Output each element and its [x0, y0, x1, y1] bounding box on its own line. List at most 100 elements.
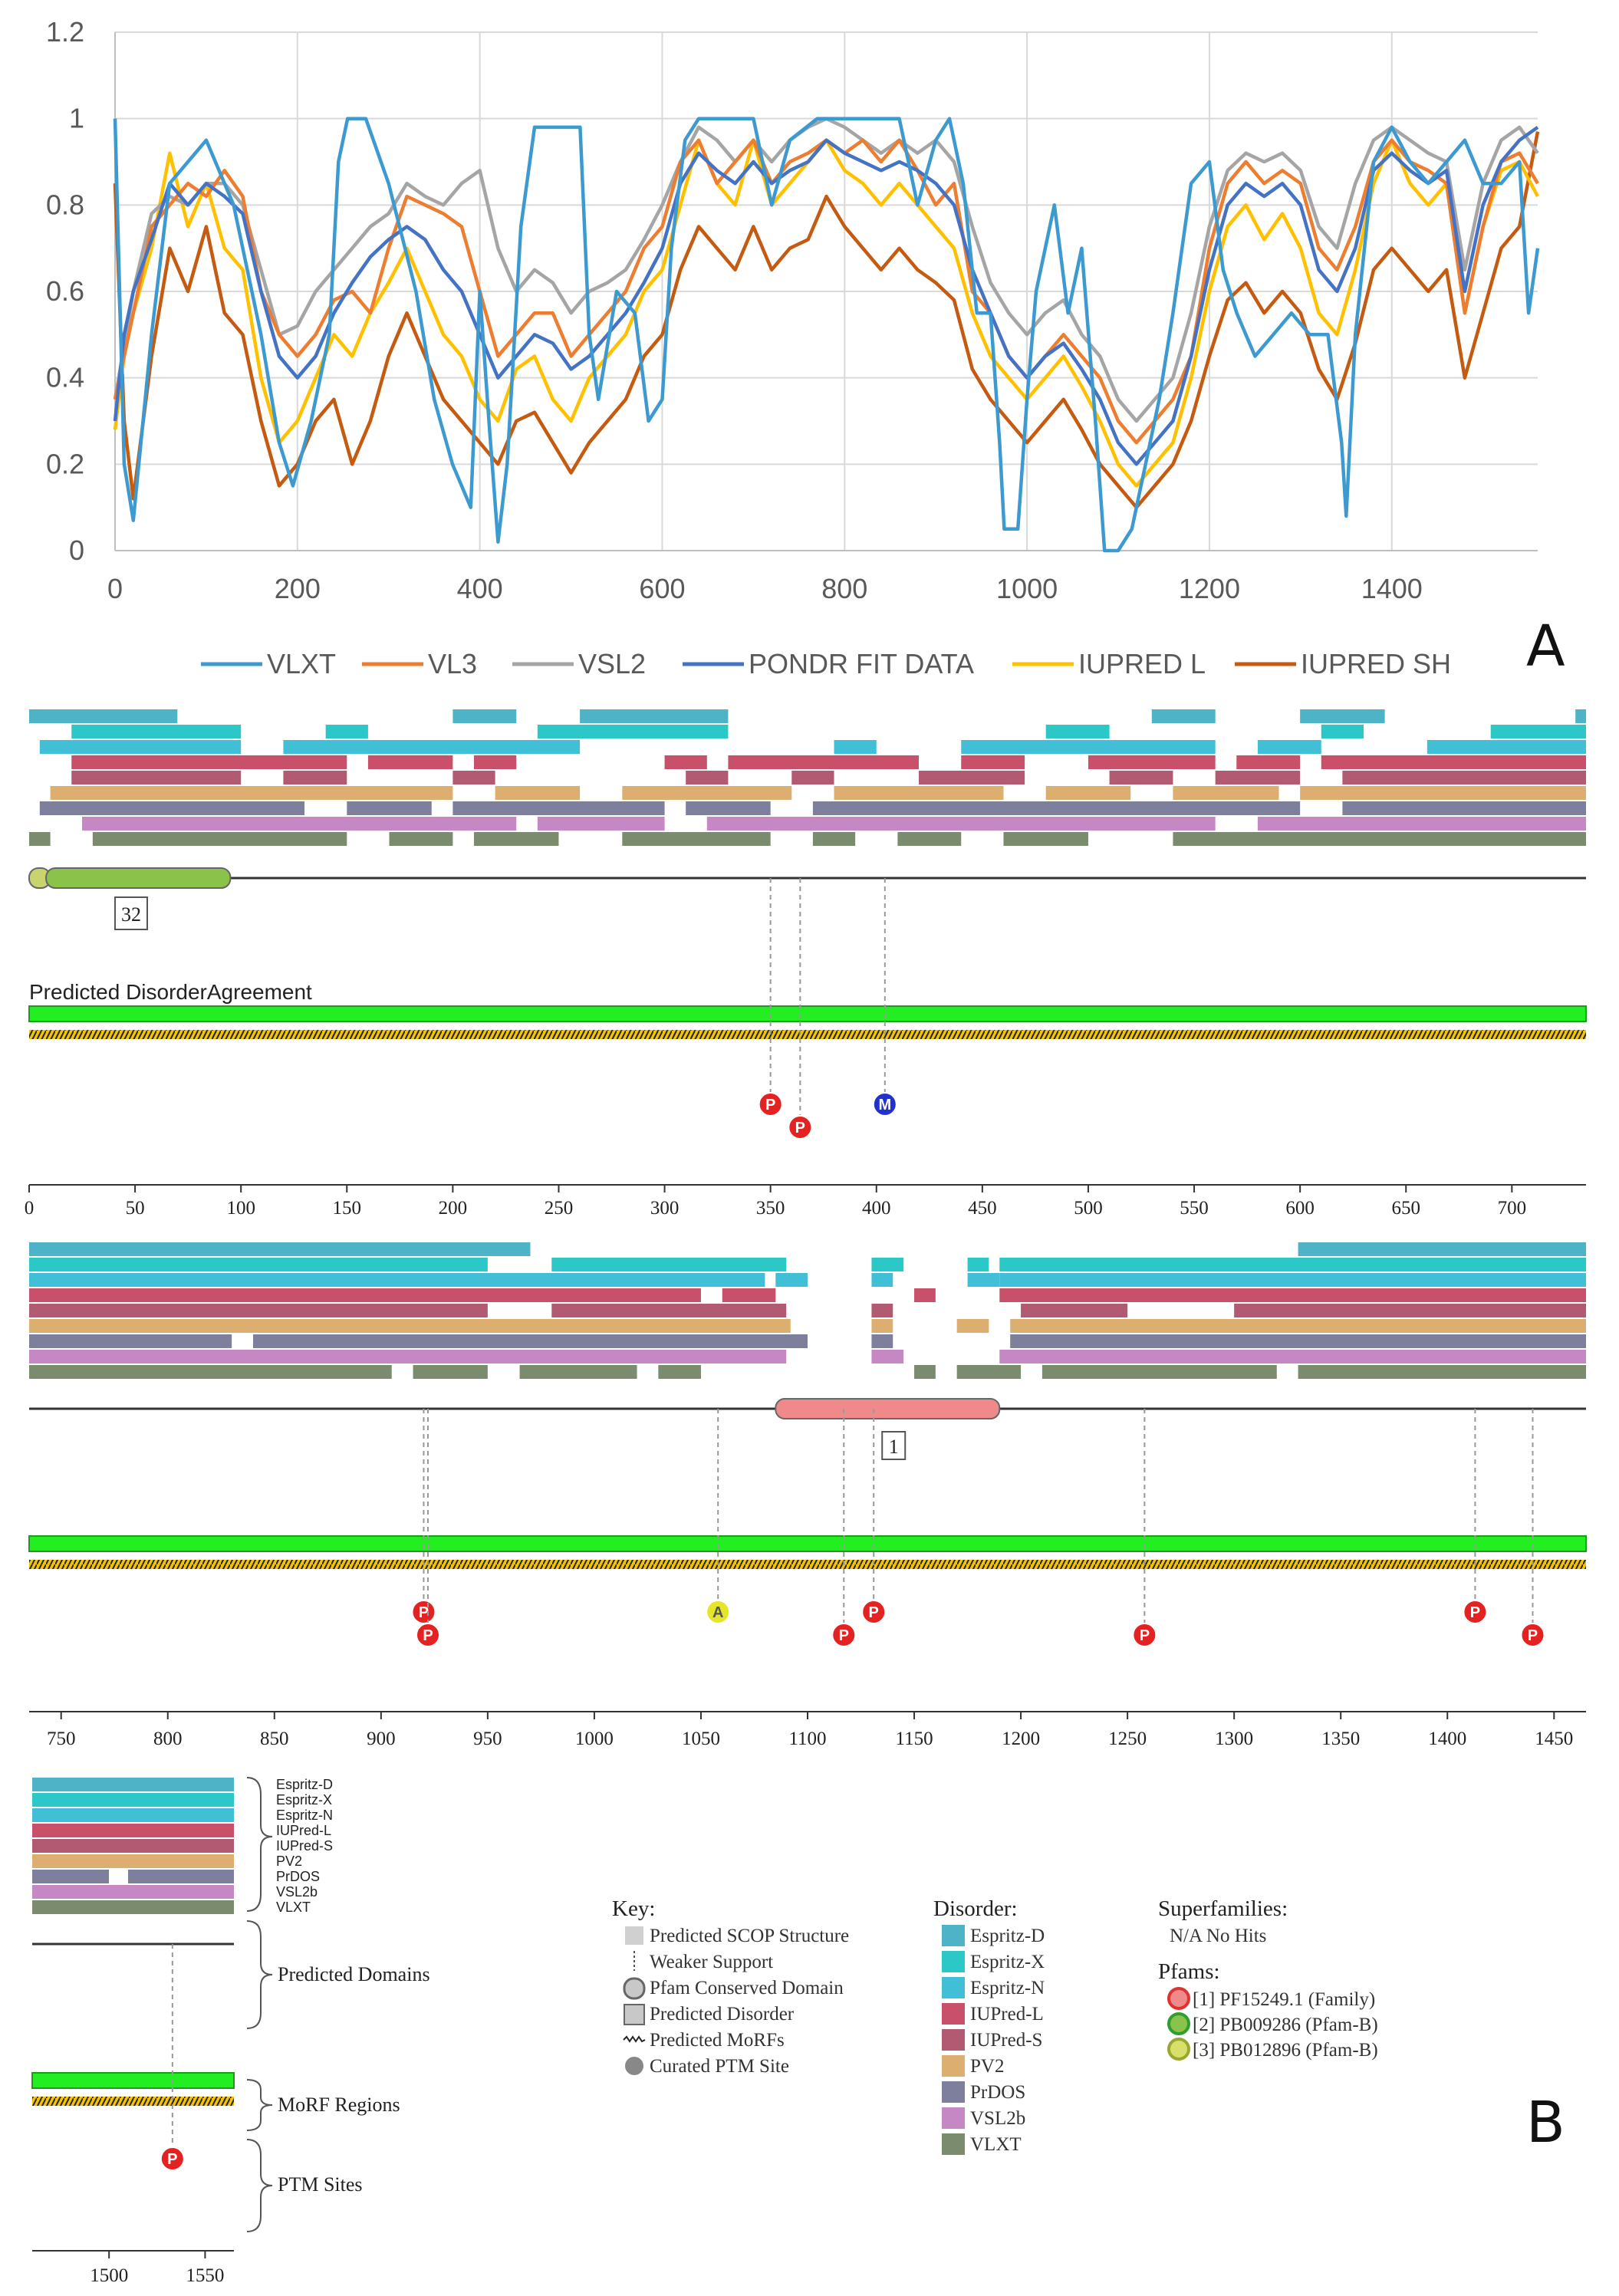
axis-tick-label: 1450	[1535, 1729, 1573, 1749]
disorder-bar-vlxt	[812, 832, 856, 846]
x-tick-label: 400	[457, 573, 503, 604]
disorder-bar-vlxt	[1298, 1365, 1586, 1379]
x-tick-label: 1000	[996, 573, 1058, 604]
morf-strip	[29, 1560, 1586, 1569]
ptm-site-label: P	[167, 2151, 177, 2168]
x-tick-label: 0	[107, 573, 123, 604]
disorder-bar-espritz-x	[1045, 725, 1110, 738]
disorder-legend-swatch	[942, 1925, 965, 1946]
pfam-legend-swatch	[1167, 1987, 1190, 2010]
y-tick-label: 0	[69, 535, 84, 566]
disorder-bar-espritz-n	[1426, 740, 1586, 754]
axis-tick-label: 100	[226, 1198, 255, 1219]
disorder-bar-prdos	[452, 801, 665, 815]
disorder-bar-vsl2b	[999, 1350, 1586, 1363]
disorder-bar-prdos	[871, 1334, 893, 1348]
disorder-bar-espritz-n	[29, 1273, 765, 1287]
pfam-label: 1	[889, 1436, 899, 1458]
disorder-legend-label: IUPred-L	[970, 2004, 1044, 2025]
disorder-bar-iupred-s	[1342, 771, 1586, 785]
disorder-legend-swatch	[942, 2107, 965, 2129]
disorder-legend-swatch	[942, 1977, 965, 1998]
predictor-name: VLXT	[276, 1900, 311, 1915]
ptm-site	[1520, 1623, 1545, 1647]
key-icon-ptm	[625, 2057, 643, 2075]
x-tick-label: 200	[275, 573, 321, 604]
disorder-bar-espritz-n	[283, 740, 581, 754]
disorder-legend-label: PrDOS	[970, 2082, 1025, 2103]
axis-tick-label: 1300	[1215, 1729, 1253, 1749]
disorder-bar-espritz-n	[1257, 740, 1321, 754]
key-item: Weaker Support	[650, 1952, 773, 1972]
disorder-bar-iupred-s	[686, 771, 729, 785]
ptm-site	[1132, 1623, 1157, 1647]
disorder-bar-vlxt	[1173, 832, 1586, 846]
ptm-site	[861, 1600, 887, 1624]
predictor-name: PV2	[276, 1854, 302, 1869]
disorder-bar-iupred-l	[367, 755, 453, 769]
legend-label: VL3	[428, 648, 477, 679]
disorder-legend-label: Espritz-X	[970, 1952, 1045, 1972]
disorder-bar-vsl2b	[32, 1885, 234, 1899]
pfams-title: Pfams:	[1158, 1959, 1220, 1984]
disorder-legend-label: VLXT	[970, 2134, 1022, 2155]
axis-tick-label: 50	[126, 1198, 145, 1219]
pfam-legend-swatch	[1167, 2038, 1190, 2061]
disorder-bar-pv2	[495, 786, 581, 800]
y-tick-label: 0.4	[46, 362, 84, 393]
key-icon-morf	[623, 2035, 646, 2043]
disorder-bar-espritz-x	[325, 725, 368, 738]
disorder-bar-iupred-l	[664, 755, 707, 769]
disorder-bar-pv2	[1173, 786, 1279, 800]
key-icon-disorder	[624, 2004, 645, 2025]
disorder-bar-pv2	[1045, 786, 1131, 800]
disorder-bar-vlxt	[956, 1365, 1022, 1379]
disorder-bar-iupred-s	[919, 771, 1025, 785]
ptm-site-label: M	[878, 1097, 891, 1113]
disorder-bar-espritz-n	[967, 1273, 1000, 1287]
disorder-bar-vlxt	[474, 832, 559, 846]
disorder-bar-pv2	[622, 786, 792, 800]
disorder-bar-iupred-l	[1088, 755, 1216, 769]
ptm-site-label: P	[869, 1604, 879, 1621]
disorder-legend-label: PV2	[970, 2056, 1004, 2077]
pfam-label-box	[881, 1431, 907, 1460]
disorder-bar-iupred-s	[791, 771, 834, 785]
disorder-bar-espritz-d	[29, 1242, 531, 1256]
disorder-bar-espritz-x	[537, 725, 729, 738]
disorder-bar-iupred-s	[32, 1839, 234, 1853]
disorder-bar-espritz-x	[29, 1258, 488, 1271]
disorder-agreement-bar	[28, 1535, 1587, 1552]
disorder-legend-label: VSL2b	[970, 2108, 1025, 2129]
key-icon-scop	[625, 1926, 643, 1945]
disorder-bar-vsl2b	[537, 817, 665, 831]
disorder-legend-title: Disorder:	[933, 1896, 1018, 1921]
key-icon-pfam	[623, 1977, 646, 2000]
disorder-bar-iupred-l	[722, 1288, 776, 1302]
disorder-bar-espritz-n	[871, 1273, 893, 1287]
panel-a-line-chart: 0 0.2 0.4 0.6 0.8 1 1.2 0 200 400 600 800 1000 1200 14…	[46, 16, 1540, 679]
ptm-site	[831, 1623, 857, 1647]
predictor-name: IUPred-S	[276, 1838, 333, 1854]
axis-tick-label: 800	[153, 1729, 183, 1749]
disorder-legend-swatch	[942, 2029, 965, 2051]
disorder-bar-iupred-s	[1215, 771, 1301, 785]
y-tick-label: 0.6	[46, 275, 84, 307]
disorder-bar-pv2	[1300, 786, 1586, 800]
disorder-bar-pv2	[956, 1319, 989, 1333]
disorder-bar-prdos	[686, 801, 771, 815]
disorder-bar-iupred-l	[1321, 755, 1586, 769]
legend-label: PONDR FIT DATA	[749, 648, 974, 679]
morf-strip	[32, 2097, 234, 2106]
ptm-site	[788, 1115, 813, 1140]
disorder-agreement-bar	[28, 1005, 1587, 1022]
disorder-legend-swatch	[942, 2133, 965, 2155]
disorder-bar-espritz-x	[999, 1258, 1586, 1271]
disorder-bar-iupred-s	[452, 771, 495, 785]
superfamilies-value: N/A No Hits	[1170, 1926, 1266, 1946]
disorder-bar-espritz-x	[551, 1258, 787, 1271]
axis-tick-label: 550	[1180, 1198, 1209, 1219]
disorder-bar-prdos	[128, 1870, 234, 1883]
disorder-bar-espritz-d	[1151, 709, 1216, 723]
